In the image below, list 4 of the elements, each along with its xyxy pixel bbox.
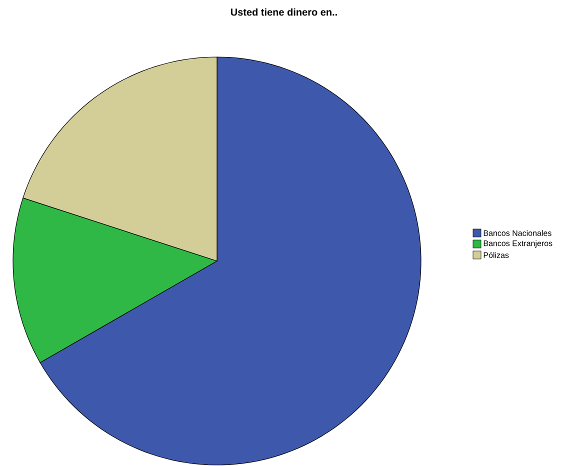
legend-label: Pólizas xyxy=(484,252,509,258)
chart-title: Usted tiene dinero en.. xyxy=(230,8,337,16)
legend-label: Bancos Extranjeros xyxy=(484,240,552,248)
legend-label: Bancos Nacionales xyxy=(484,230,552,236)
